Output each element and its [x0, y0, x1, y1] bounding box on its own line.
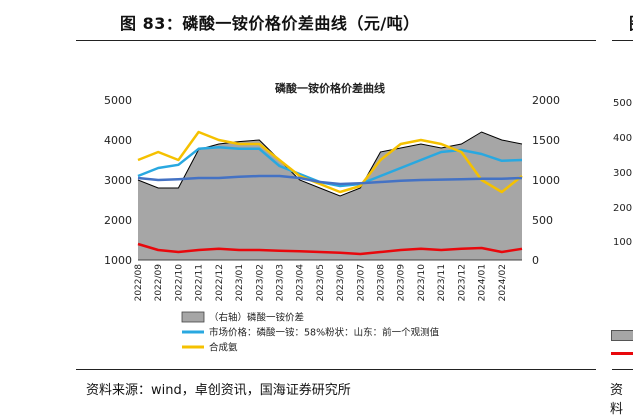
y-right-tick-label: 1500 — [532, 134, 560, 147]
x-tick-label: 2023/09 — [397, 264, 407, 302]
sibling-tick-1: 500 — [613, 98, 632, 109]
x-tick-label: 2022/08 — [134, 264, 144, 302]
sibling-tick-2: 400 — [613, 133, 632, 144]
x-tick-label: 2023/06 — [336, 264, 346, 302]
sibling-tick-5: 100 — [613, 237, 632, 248]
y-left-tick-label: 2000 — [104, 214, 132, 227]
x-tick-label: 2022/10 — [174, 264, 184, 302]
y-left-tick-label: 4000 — [104, 134, 132, 147]
legend-label-2: 合成氨 — [209, 342, 238, 354]
x-tick-label: 2023/05 — [316, 264, 326, 301]
x-tick-label: 2023/01 — [235, 264, 245, 301]
y-right-tick-label: 2000 — [532, 94, 560, 107]
x-tick-label: 2023/07 — [356, 264, 366, 301]
legend-label-1: 市场价格：磷酸一铵：58%粉状：山东：前一个观测值 — [209, 327, 440, 339]
x-tick-label: 2022/12 — [215, 264, 225, 301]
x-tick-label: 2023/02 — [255, 264, 265, 301]
y-left-tick-label: 3000 — [104, 174, 132, 187]
sibling-top-rule — [612, 40, 633, 41]
sibling-tick-4: 200 — [613, 203, 632, 214]
y-right-tick-label: 1000 — [532, 174, 560, 187]
x-tick-label: 2023/10 — [417, 264, 427, 302]
chart-title: 磷酸一铵价格价差曲线 — [275, 81, 385, 95]
sibling-legend-box — [611, 330, 633, 341]
x-tick-label: 2023/12 — [457, 264, 467, 301]
x-tick-label: 2023/11 — [437, 264, 447, 301]
price-spread-chart: 磷酸一铵价格价差曲线 1000 2000 3000 4000 5000 0 500 1000 1… — [0, 0, 600, 368]
x-tick-label: 2022/11 — [195, 264, 205, 301]
sibling-figure-title: 图 — [629, 10, 633, 34]
sibling-legend-line — [611, 352, 633, 355]
legend-label-0: （右轴）磷酸一铵价差 — [209, 312, 304, 324]
y-left-tick-label: 5000 — [104, 94, 132, 107]
source-note: 资料来源：wind，卓创资讯，国海证券研究所 — [86, 379, 351, 398]
x-tick-label: 2023/03 — [275, 264, 285, 301]
bottom-rule — [76, 369, 596, 370]
y-right-tick-label: 0 — [532, 254, 539, 267]
y-left-tick-label: 1000 — [104, 254, 132, 267]
x-tick-label: 2022/09 — [154, 264, 164, 302]
x-tick-label: 2023/08 — [377, 264, 387, 302]
sibling-bottom-rule — [612, 369, 633, 370]
x-tick-label: 2024/02 — [498, 264, 508, 301]
legend-swatch-0 — [182, 312, 204, 322]
sibling-source-fragment: 资料 — [610, 379, 633, 417]
x-tick-label: 2024/01 — [478, 264, 488, 301]
y-right-tick-label: 500 — [532, 214, 553, 227]
sibling-tick-3: 300 — [613, 168, 632, 179]
x-tick-label: 2023/04 — [296, 264, 306, 302]
